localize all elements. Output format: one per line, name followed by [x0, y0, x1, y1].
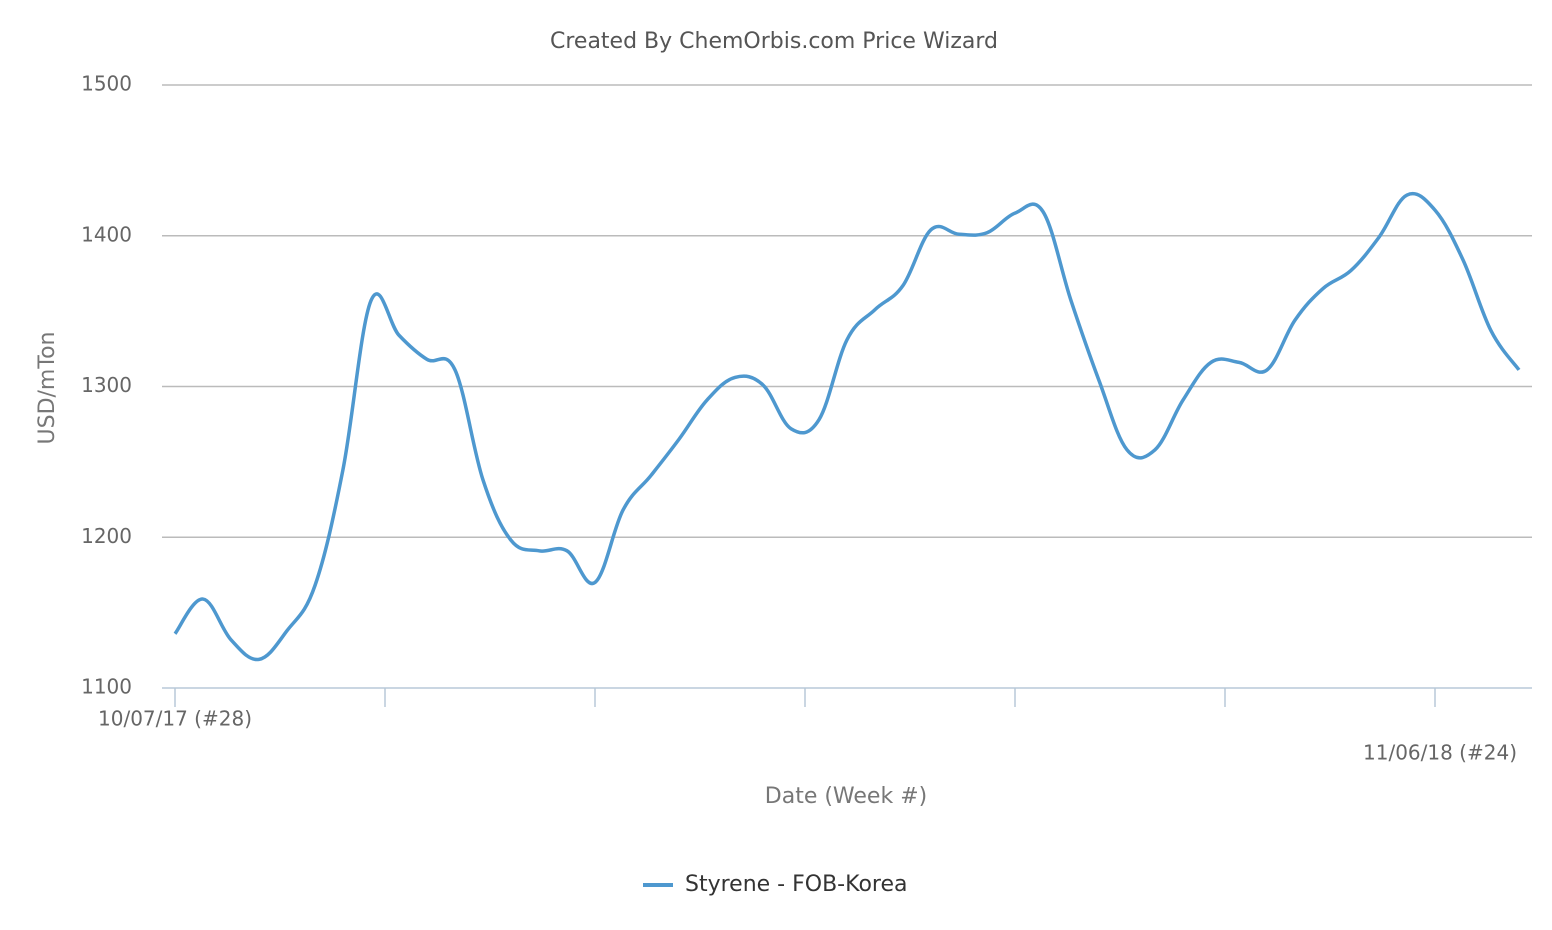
y-tick-label: 1200 [81, 524, 132, 548]
y-tick-label: 1500 [81, 72, 132, 96]
chart-title: Created By ChemOrbis.com Price Wizard [550, 29, 998, 54]
y-tick-label: 1300 [81, 373, 132, 397]
x-axis-label: Date (Week #) [765, 784, 927, 809]
series-line [173, 191, 1521, 662]
y-axis-label: USD/mTon [35, 332, 60, 445]
y-tick-label: 1400 [81, 222, 132, 246]
legend-label: Styrene - FOB-Korea [685, 872, 907, 897]
x-tick-label: 10/07/17 (#28) [98, 707, 252, 731]
y-tick-label: 1100 [81, 675, 132, 699]
x-tick-label: 11/06/18 (#24) [1363, 741, 1517, 765]
